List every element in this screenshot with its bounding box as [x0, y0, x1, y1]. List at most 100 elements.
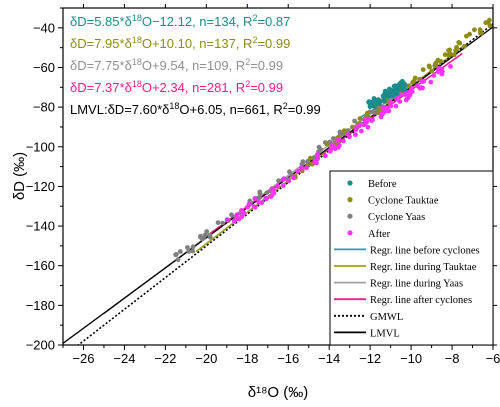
legend-label: GMWL	[370, 312, 403, 323]
series-before	[366, 78, 408, 110]
data-point	[331, 145, 337, 151]
data-point	[478, 30, 484, 36]
equation-1: δD=5.85*δ18O−12.12, n=134, R2=0.87	[70, 13, 290, 29]
data-point	[428, 79, 434, 85]
x-tick-label: −18	[236, 351, 258, 366]
data-point	[439, 69, 445, 74]
data-point	[472, 27, 477, 33]
regression-equations: δD=5.85*δ18O−12.12, n=134, R2=0.87 δD=7.9…	[70, 13, 321, 117]
y-tick-label: −60	[33, 60, 55, 75]
y-tick-label: −120	[26, 179, 55, 194]
legend-item-regr-line-after-cyclones: Regr. line after cyclones	[334, 295, 472, 306]
legend-label: After	[368, 229, 391, 240]
legend-box	[329, 170, 494, 346]
x-tick-label: −26	[72, 351, 94, 366]
data-point	[435, 69, 441, 75]
legend-marker	[347, 180, 353, 186]
data-points	[173, 17, 493, 263]
legend-label: Before	[368, 179, 397, 190]
data-point	[234, 216, 239, 222]
data-point	[361, 122, 367, 128]
data-point	[400, 87, 406, 93]
data-point	[341, 128, 347, 134]
equation-2: δD=7.95*δ18O+10.10, n=137, R2=0.99	[70, 35, 290, 51]
data-point	[328, 148, 333, 153]
series-after	[224, 64, 453, 224]
data-point	[207, 234, 213, 240]
data-point	[229, 212, 234, 218]
data-point	[427, 64, 432, 70]
legend-item-regr-line-before-cyclones: Regr. line before cyclones	[334, 245, 480, 256]
data-point	[388, 99, 393, 105]
data-point	[412, 75, 418, 81]
legend-item-regr-line-during-yaas: Regr. line during Yaas	[334, 279, 463, 290]
data-point	[175, 257, 181, 263]
data-point	[487, 17, 492, 23]
data-point	[251, 204, 257, 210]
data-point	[353, 127, 359, 132]
data-point	[350, 124, 355, 130]
data-point	[345, 131, 351, 137]
legend-marker	[347, 197, 353, 203]
legend-item-cyclone-tauktae: Cyclone Tauktae	[347, 196, 439, 207]
legend: Before Cyclone Tauktae Cyclone Yaas After Re…	[329, 170, 494, 346]
data-point	[299, 165, 305, 171]
data-point	[204, 229, 210, 234]
data-point	[414, 83, 420, 89]
data-point	[454, 44, 459, 50]
data-point	[239, 214, 245, 220]
legend-marker	[347, 213, 353, 219]
data-point	[275, 183, 280, 189]
data-point	[391, 89, 397, 95]
data-point	[359, 128, 364, 134]
data-point	[353, 132, 358, 138]
y-tick-label: −100	[26, 139, 55, 154]
data-point	[324, 141, 330, 147]
data-point	[403, 97, 409, 103]
data-point	[173, 252, 179, 257]
legend-label: Regr. line during Tauktae	[370, 262, 477, 273]
data-point	[263, 196, 269, 202]
data-point	[419, 85, 424, 90]
data-point	[382, 88, 388, 94]
data-point	[442, 52, 448, 58]
y-tick-label: −160	[26, 258, 55, 273]
y-tick-label: −80	[33, 100, 55, 115]
data-point	[433, 60, 439, 66]
axis-ticks: −26 −24 −22 −20 −18 −16 −14 −12 −10 −8 −6 −200 −180 −…	[26, 4, 500, 366]
legend-item-after: After	[347, 229, 391, 240]
data-point	[239, 208, 244, 213]
data-point	[371, 96, 377, 101]
data-point	[431, 73, 437, 78]
legend-marker	[347, 230, 353, 236]
legend-item-gmwl: GMWL	[334, 312, 403, 323]
data-point	[382, 105, 388, 110]
data-point	[408, 89, 413, 95]
x-tick-label: −10	[400, 351, 422, 366]
data-point	[316, 144, 322, 150]
data-point	[257, 189, 263, 195]
legend-label: Regr. line during Yaas	[370, 279, 463, 290]
data-point	[190, 244, 196, 250]
data-point	[291, 175, 297, 181]
data-point	[322, 153, 328, 159]
equation-4: δD=7.37*δ18O+2.34, n=281, R2=0.99	[70, 79, 283, 95]
data-point	[402, 82, 408, 87]
data-point	[202, 232, 208, 238]
legend-label: Cyclone Tauktae	[368, 196, 439, 207]
data-point	[337, 143, 342, 148]
data-point	[451, 52, 457, 58]
data-point	[287, 169, 292, 175]
data-point	[198, 233, 203, 239]
data-point	[271, 191, 277, 196]
data-point	[464, 33, 469, 39]
data-point	[300, 159, 306, 165]
data-point	[378, 114, 384, 120]
data-point	[246, 201, 252, 207]
data-point	[396, 87, 402, 93]
data-point	[420, 67, 426, 72]
legend-item-cyclone-yaas: Cyclone Yaas	[347, 212, 425, 223]
legend-label: Cyclone Yaas	[368, 212, 425, 223]
y-tick-label: −180	[26, 298, 55, 313]
x-tick-label: −14	[318, 351, 340, 366]
